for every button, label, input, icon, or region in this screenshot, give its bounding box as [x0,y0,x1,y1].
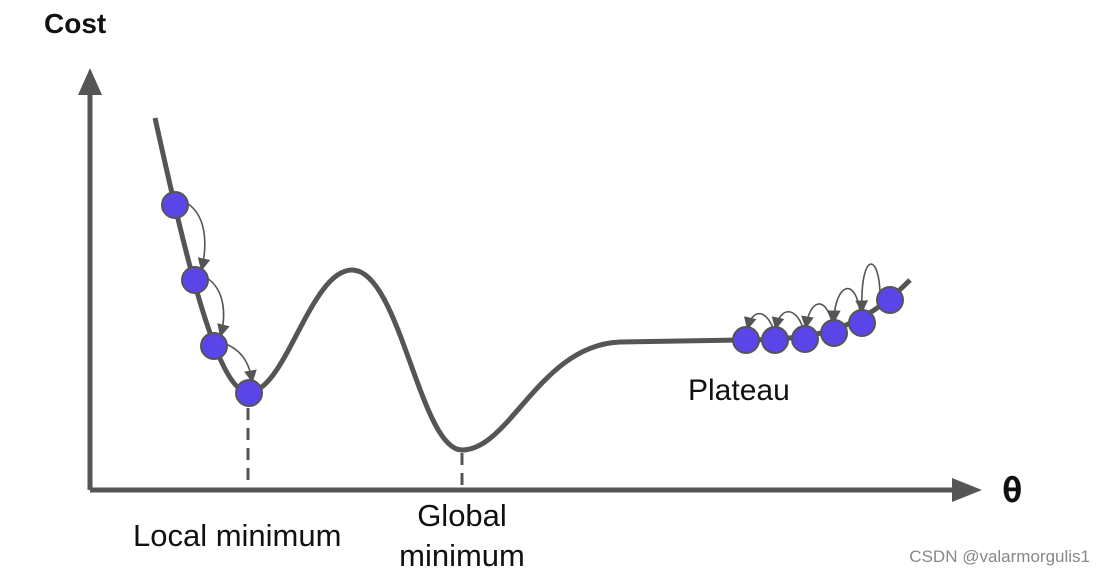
plateau-label: Plateau [688,374,790,407]
global-minimum-label: Global [417,498,507,533]
x-axis-label: θ [1002,471,1022,511]
local-minimum-label: Local minimum [133,518,341,553]
cost-curve [152,117,912,453]
minimum-markers [246,408,464,490]
watermark: CSDN @valarmorgulis1 [909,547,1090,566]
global-minimum-label: minimum [399,538,525,573]
y-axis-label: Cost [44,8,106,39]
plateau-steps [732,263,904,354]
axes [78,68,982,502]
descent-steps [161,191,263,407]
